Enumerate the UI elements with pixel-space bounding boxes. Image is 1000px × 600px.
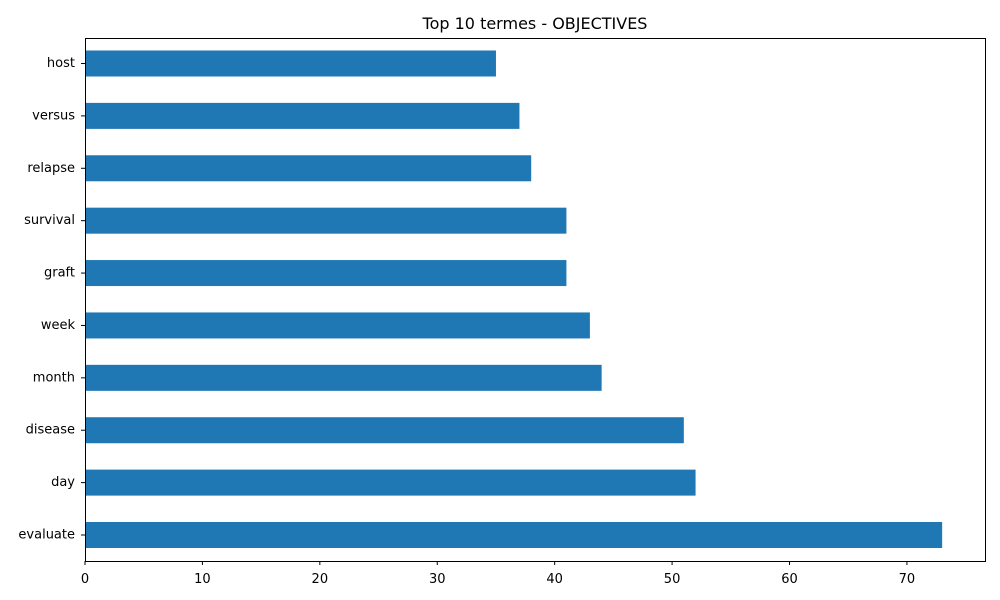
y-tick-label-week: week: [41, 318, 76, 333]
x-tick-label: 60: [781, 572, 798, 587]
x-axis: 0 10 20 30 40 50 60 70: [81, 561, 915, 587]
y-tick-label-month: month: [33, 370, 75, 385]
x-tick-label: 10: [194, 572, 211, 587]
bar-graft: [85, 260, 567, 287]
x-tick-label: 70: [899, 572, 916, 587]
y-tick-label-graft: graft: [44, 266, 75, 281]
chart-title: Top 10 termes - OBJECTIVES: [422, 14, 648, 33]
y-tick-label-survival: survival: [24, 213, 75, 228]
bar-relapse: [85, 155, 532, 182]
bars-group: [85, 50, 943, 548]
x-tick-label: 0: [81, 572, 89, 587]
y-axis: host versus relapse survival graft week month d…: [18, 56, 85, 543]
x-tick-label: 50: [664, 572, 681, 587]
y-tick-label-versus: versus: [32, 108, 75, 123]
y-tick-label-day: day: [51, 475, 75, 490]
bar-disease: [85, 417, 684, 444]
bar-evaluate: [85, 522, 943, 548]
y-tick-label-host: host: [47, 56, 75, 71]
x-tick-label: 20: [312, 572, 329, 587]
plot-frame: [85, 38, 986, 562]
bar-host: [85, 50, 496, 77]
bar-survival: [85, 207, 567, 234]
y-tick-label-disease: disease: [26, 423, 75, 438]
y-tick-label-evaluate: evaluate: [18, 528, 75, 543]
y-tick-label-relapse: relapse: [27, 161, 75, 176]
bar-day: [85, 469, 696, 496]
bar-versus: [85, 102, 520, 129]
bar-week: [85, 312, 590, 339]
bar-month: [85, 364, 602, 391]
x-tick-label: 40: [546, 572, 563, 587]
x-tick-label: 30: [429, 572, 446, 587]
